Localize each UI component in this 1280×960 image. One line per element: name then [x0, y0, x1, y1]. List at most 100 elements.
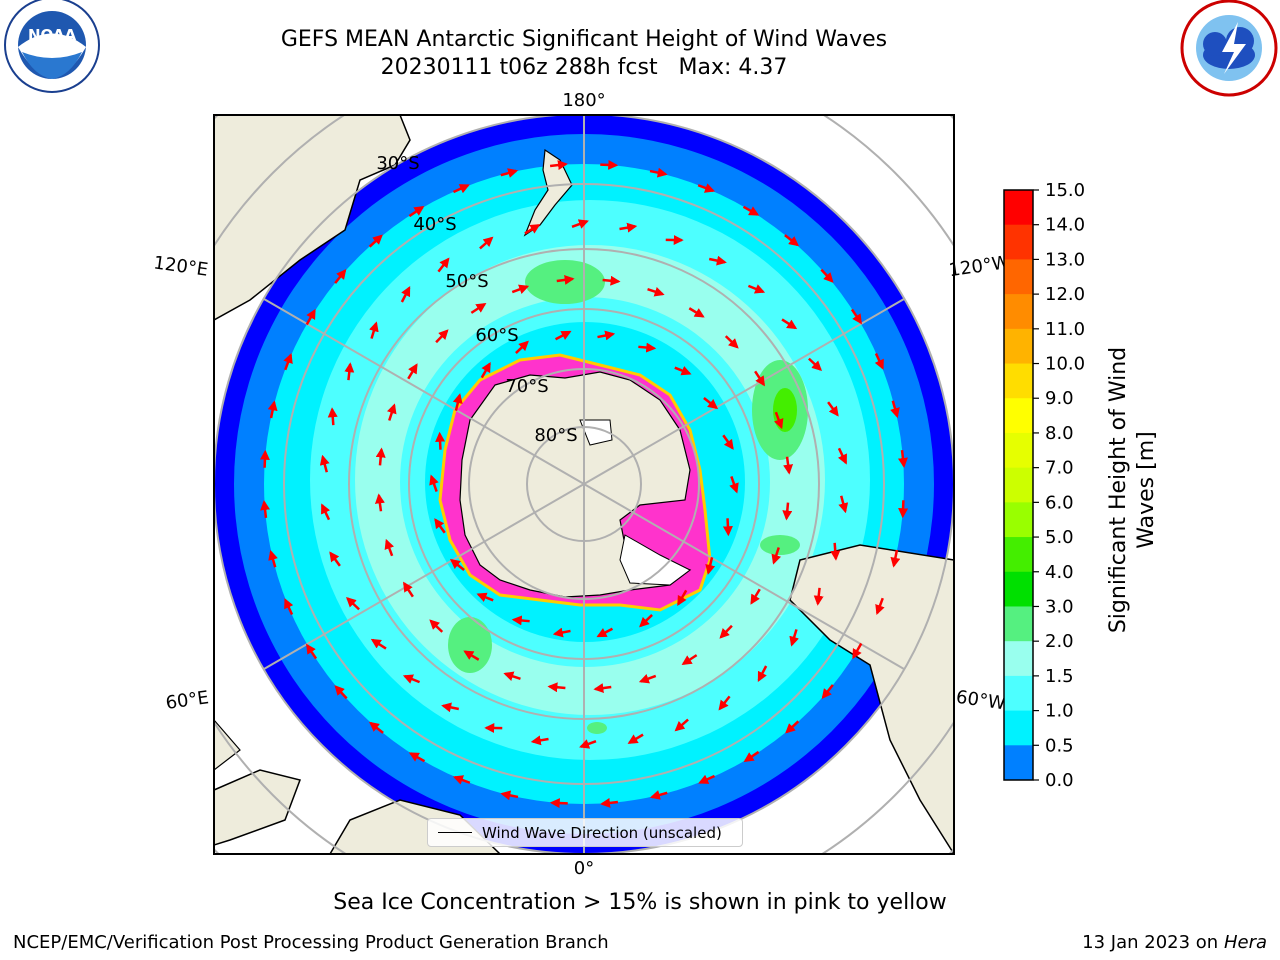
wave-direction-arrow [334, 685, 348, 700]
wave-direction-arrow [463, 650, 480, 661]
wave-direction-arrow [705, 557, 716, 575]
wave-direction-arrow [722, 518, 733, 537]
colorbar-tick-label: 8.0 [1045, 423, 1074, 444]
wave-patch-3-4m [525, 260, 605, 304]
wave-direction-arrow [627, 733, 644, 744]
lat-label-50s: 50°S [445, 271, 488, 292]
wave-direction-arrow [476, 592, 494, 603]
wave-direction-arrow [556, 274, 575, 285]
wave-direction-arrow [638, 673, 657, 684]
wave-direction-arrow [890, 400, 900, 419]
colorbar-tick-label: 5.0 [1045, 527, 1074, 548]
lat-label-70s: 70°S [505, 376, 548, 397]
wave-direction-arrow [384, 538, 395, 557]
wave-direction-arrow [719, 624, 733, 639]
colorbar-tick-label: 15.0 [1045, 180, 1085, 201]
wave-direction-arrow [852, 642, 863, 660]
colorbar-segment [1004, 190, 1033, 226]
wave-direction-arrow [808, 357, 822, 371]
wave-direction-arrow [515, 340, 529, 354]
lon-label-180: 180° [562, 90, 605, 111]
wave-direction-arrow [757, 665, 768, 682]
map-area [214, 115, 954, 854]
colorbar-tick-label: 4.0 [1045, 562, 1074, 583]
wave-direction-arrow [452, 393, 463, 411]
wave-direction-arrow [503, 671, 521, 682]
colorbar-tick-label: 7.0 [1045, 458, 1074, 479]
wave-direction-arrow [437, 257, 450, 273]
wave-direction-arrow [782, 502, 793, 521]
wave-direction-arrow [260, 500, 271, 519]
map-frame [213, 114, 955, 855]
wave-direction-arrow [597, 330, 616, 341]
colorbar-segment [1004, 398, 1033, 434]
wave-direction-arrow [511, 284, 530, 295]
nws-logo [1180, 0, 1278, 97]
wave-direction-arrow [647, 286, 665, 297]
wave-direction-arrow [334, 268, 347, 284]
colorbar-tick-label: 12.0 [1045, 284, 1085, 305]
colorbar-tick-label: 10.0 [1045, 354, 1085, 375]
colorbar-tick-label: 3.0 [1045, 596, 1074, 617]
map-legend: Wind Wave Direction (unscaled) [427, 818, 743, 847]
wave-direction-arrow [327, 407, 338, 426]
lon-label-120w: 120°W [947, 252, 1011, 281]
colorbar-tick-label: 0.0 [1045, 770, 1074, 791]
wave-direction-arrow [838, 495, 849, 514]
wave-direction-arrow [368, 721, 384, 734]
wave-direction-arrow [329, 551, 341, 567]
wave-direction-arrow [649, 790, 668, 800]
colorbar-segment [1004, 328, 1033, 365]
wave-direction-arrow [320, 503, 331, 521]
lon-label-60w: 60°W [955, 687, 1007, 715]
wave-direction-arrow [306, 643, 318, 660]
wave-direction-arrow [674, 365, 692, 376]
wave-direction-arrow [267, 400, 278, 419]
wave-direction-arrow [571, 219, 589, 229]
footer-date-text: 13 Jan 2023 on [1082, 932, 1224, 953]
wave-direction-arrow [729, 476, 739, 494]
wave-direction-arrow [435, 431, 446, 450]
wave-direction-arrow [403, 581, 414, 598]
wave-direction-arrow [402, 674, 421, 684]
wave-direction-arrow [593, 683, 612, 694]
wave-direction-arrow [750, 588, 761, 605]
wave-direction-arrow [530, 735, 549, 746]
colorbar-tick-label: 6.0 [1045, 492, 1074, 513]
wave-direction-arrow [718, 695, 731, 711]
wave-direction-arrow [821, 684, 834, 700]
wave-direction-arrow [781, 318, 798, 330]
wave-direction-arrow [429, 619, 444, 633]
wave-direction-arrow [674, 718, 689, 732]
wave-direction-arrow [724, 335, 739, 349]
wave-direction-arrow [346, 597, 360, 611]
wave-direction-arrow [708, 255, 727, 266]
wave-direction-arrow [434, 518, 446, 534]
wave-direction-arrow [375, 447, 386, 466]
wave-direction-arrow [688, 307, 705, 318]
wave-direction-arrow [754, 370, 765, 387]
wave-direction-arrow [783, 456, 794, 475]
wave-direction-arrow [408, 206, 425, 218]
wave-direction-arrow [370, 638, 387, 650]
wave-direction-arrow [435, 329, 449, 344]
wave-direction-arrow [638, 342, 657, 353]
lat-label-80s: 80°S [534, 425, 577, 446]
colorbar-segment [1004, 224, 1033, 260]
wave-direction-arrow [773, 411, 784, 430]
colorbar-tick-label: 13.0 [1045, 249, 1085, 270]
chart-subtitle: 20230111 t06z 288h fcst Max: 4.37 [380, 55, 788, 80]
wave-direction-arrow [524, 224, 541, 235]
colorbar-segment [1004, 502, 1033, 538]
wave-direction-arrow [681, 654, 698, 665]
wave-direction-arrow [374, 493, 385, 512]
lon-label-0: 0° [574, 858, 594, 879]
wave-direction-arrow [441, 702, 460, 713]
lat-label-60s: 60°S [475, 325, 518, 346]
wave-direction-arrow [600, 797, 619, 808]
colorbar-segment [1004, 675, 1033, 712]
colorbar-segment [1004, 537, 1033, 573]
wave-direction-arrow [837, 447, 848, 465]
wave-direction-arrow [875, 597, 885, 616]
